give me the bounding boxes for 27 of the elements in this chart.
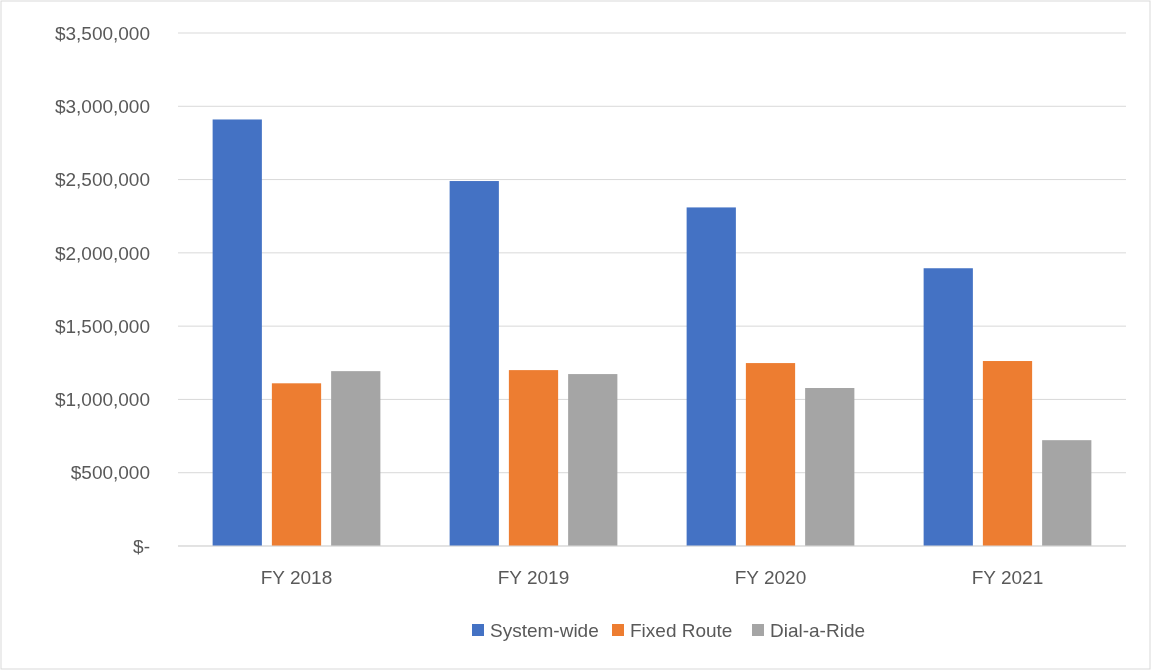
y-tick-label: $- bbox=[133, 535, 150, 557]
y-tick-label: $2,000,000 bbox=[54, 242, 150, 264]
y-tick-label: $3,500,000 bbox=[54, 22, 150, 44]
bar bbox=[1042, 440, 1092, 546]
bar bbox=[508, 370, 559, 546]
bar bbox=[449, 181, 499, 546]
bar bbox=[271, 383, 322, 546]
x-tick-label: FY 2020 bbox=[734, 567, 807, 588]
bar bbox=[982, 361, 1033, 546]
legend-label: Fixed Route bbox=[630, 619, 733, 641]
legend-label: System-wide bbox=[490, 619, 599, 641]
x-tick-label: FY 2019 bbox=[497, 567, 570, 588]
bar bbox=[212, 119, 262, 546]
bar bbox=[331, 371, 381, 546]
bar bbox=[568, 374, 618, 546]
x-tick-label: FY 2018 bbox=[260, 567, 333, 588]
y-tick-label: $1,000,000 bbox=[54, 389, 150, 411]
y-tick-label: $1,500,000 bbox=[54, 315, 150, 337]
x-tick-label: FY 2021 bbox=[971, 567, 1044, 588]
bar bbox=[923, 268, 973, 546]
y-tick-label: $500,000 bbox=[70, 462, 150, 484]
bar bbox=[686, 207, 736, 546]
legend-label: Dial-a-Ride bbox=[770, 619, 866, 641]
bar bbox=[745, 363, 796, 546]
y-tick-label: $2,500,000 bbox=[54, 169, 150, 191]
y-tick-label: $3,000,000 bbox=[54, 95, 150, 117]
bar bbox=[805, 388, 855, 546]
